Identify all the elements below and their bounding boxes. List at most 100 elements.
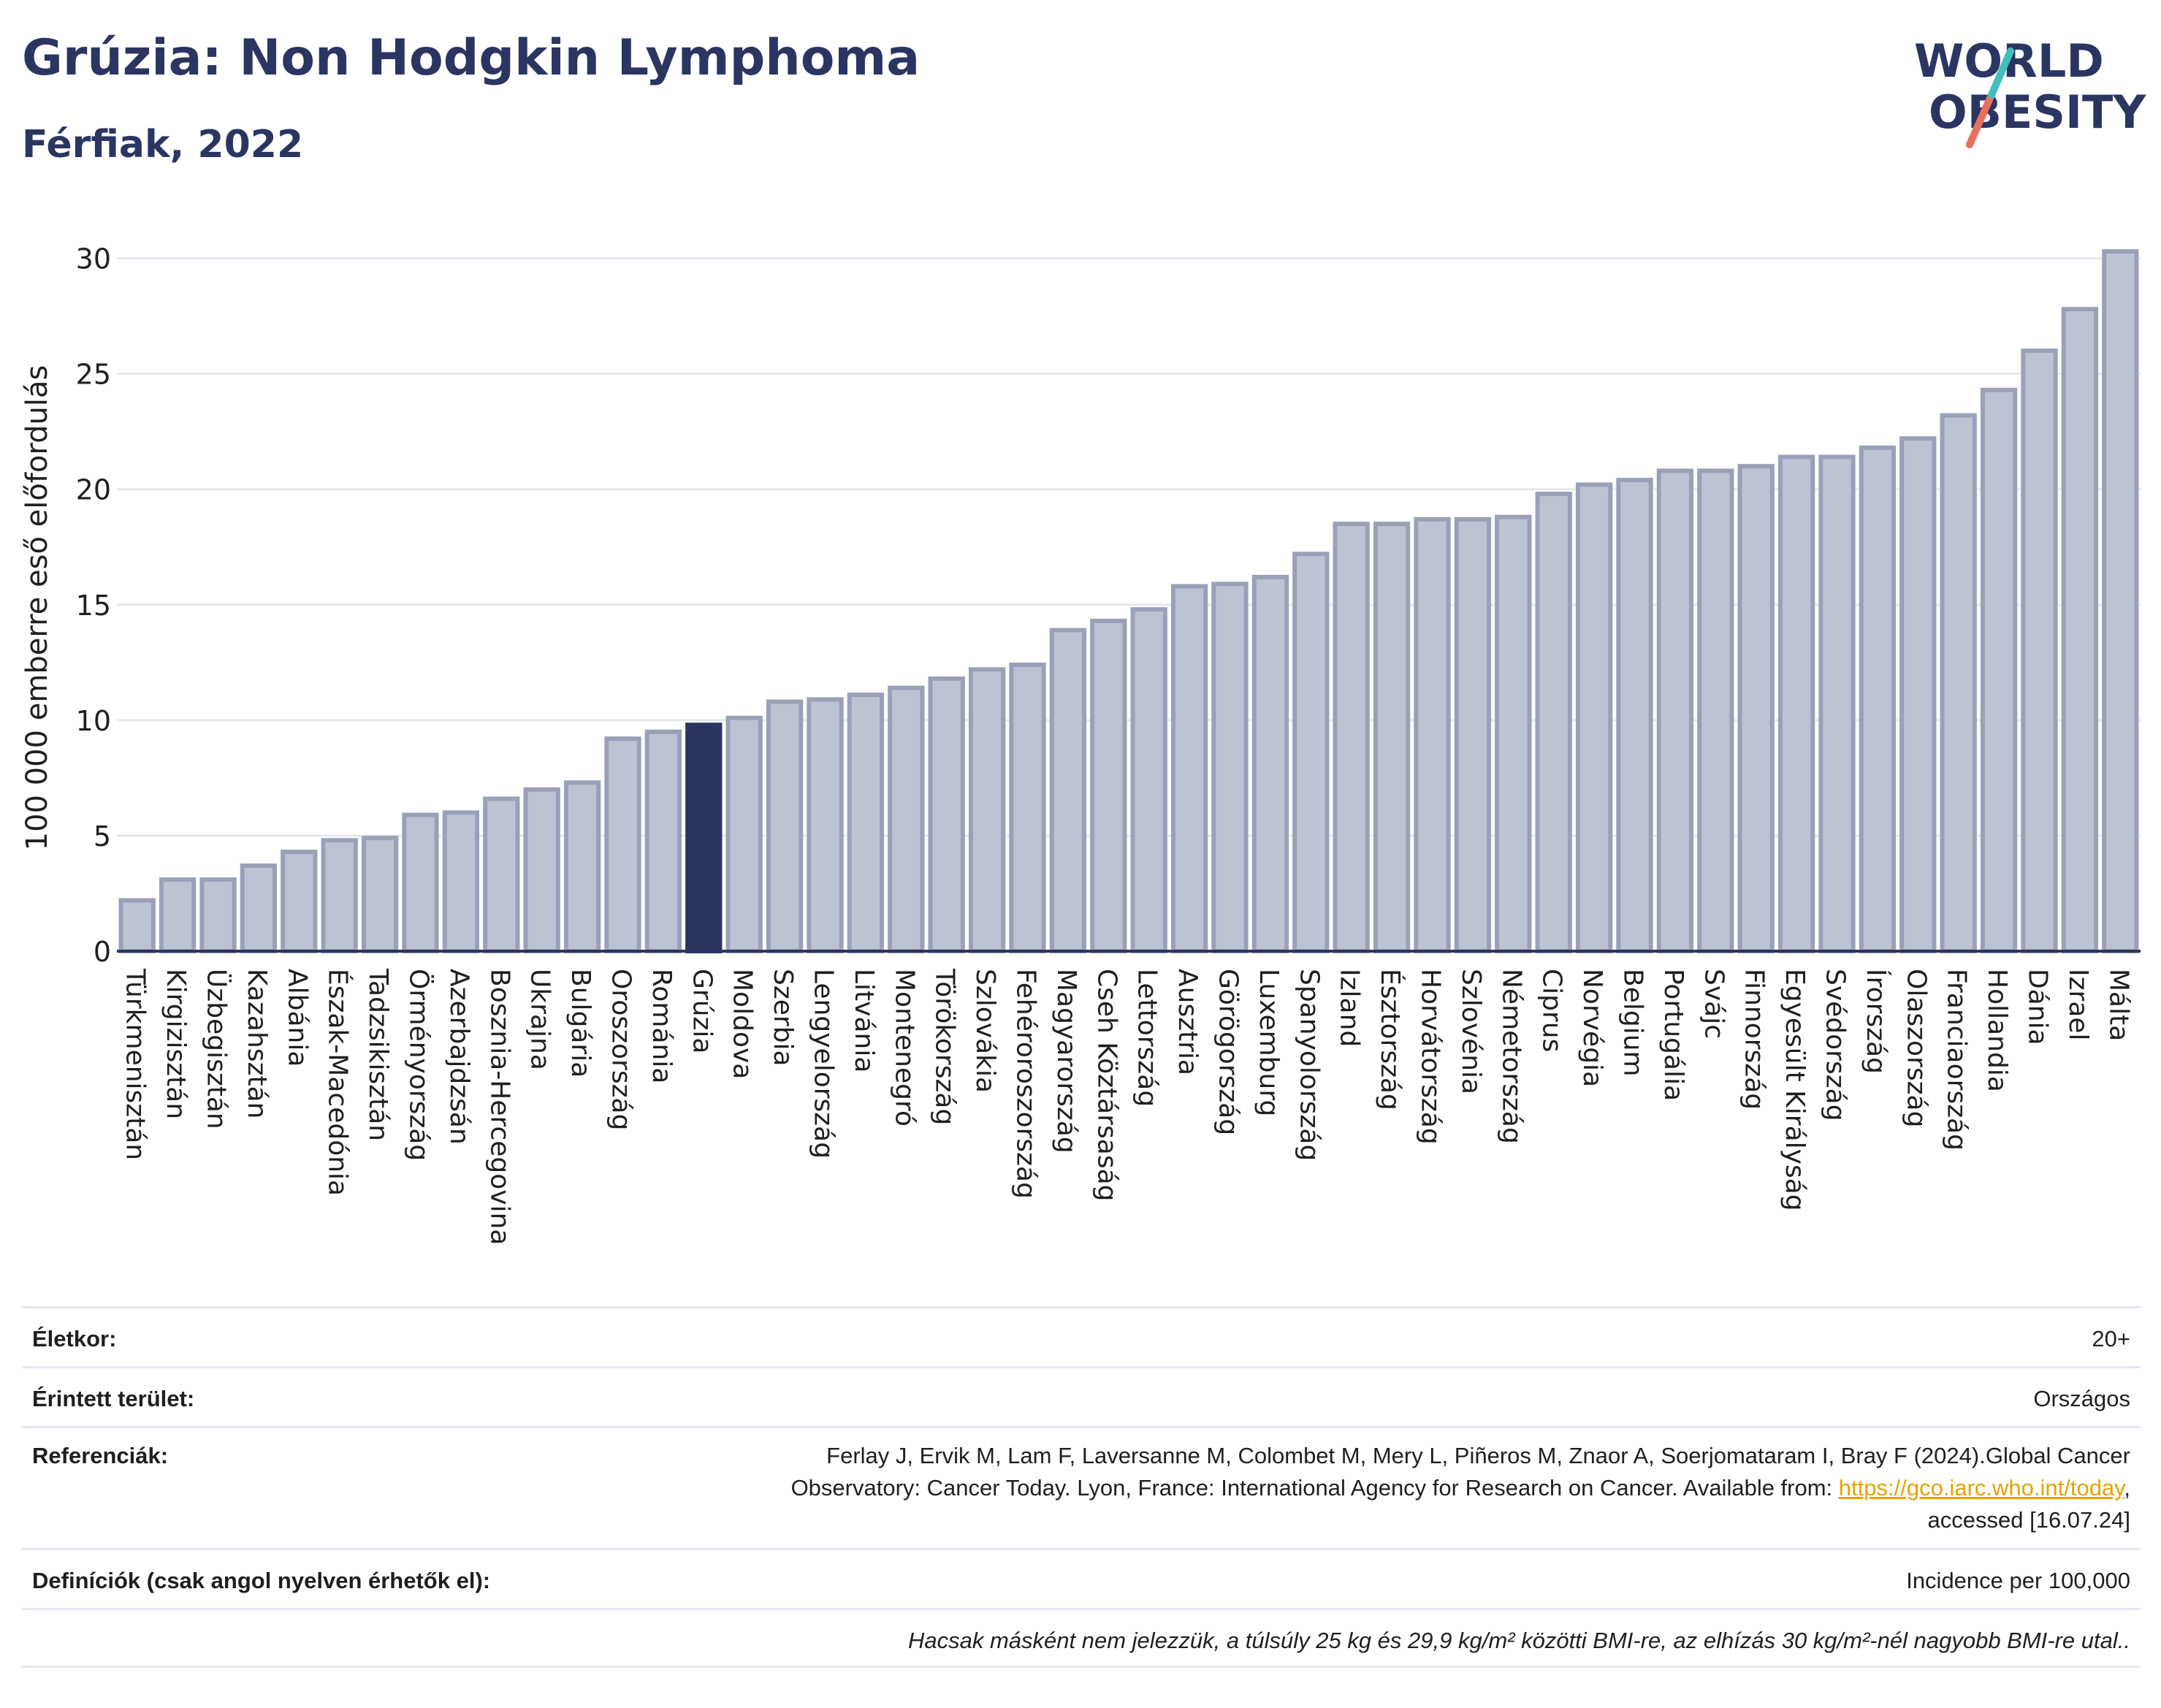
bar (1292, 552, 1330, 953)
x-tick-label: Észtország (1375, 969, 1406, 1110)
x-tick-label: Hollandia (1982, 969, 2012, 1092)
definitions-row: Definíciók (csak angol nyelven érhetők e… (22, 1548, 2141, 1608)
bar (402, 812, 439, 954)
bar (1130, 607, 1167, 953)
footnote-row: Hacsak másként nem jelezzük, a túlsúly 2… (22, 1608, 2141, 1668)
bar (847, 693, 885, 954)
area-row: Érintett terület: Országos (22, 1366, 2141, 1426)
area-value: Országos (2033, 1386, 2130, 1411)
x-tick-label: Ciprus (1537, 969, 1567, 1052)
bar (644, 729, 682, 953)
world-obesity-logo: WORLD OBESITY (1914, 34, 2146, 148)
bar (1777, 454, 1815, 953)
bar (604, 736, 641, 954)
y-tick-label: 10 (76, 705, 111, 737)
age-row: Életkor: 20+ (22, 1306, 2141, 1366)
bar (563, 780, 601, 954)
bar (1090, 618, 1127, 953)
x-tick-label: Törökország (930, 968, 960, 1125)
x-tick-label: Ausztria (1173, 969, 1203, 1075)
bar (1899, 436, 1937, 953)
logo-line2: OBESITY (1929, 85, 2146, 139)
page-subtitle: Férfiak, 2022 (22, 123, 304, 167)
bar (685, 723, 723, 953)
bar (1333, 522, 1370, 953)
x-tick-label: Szerbia (768, 969, 798, 1067)
y-tick-label: 0 (94, 936, 111, 968)
x-tick-label: Izland (1335, 969, 1365, 1047)
reference-line-2-end: , (2124, 1475, 2130, 1501)
bar (1535, 492, 1572, 953)
x-tick-label: Írország (1861, 969, 1891, 1074)
bar (1859, 445, 1897, 953)
x-tick-label: Magyarország (1051, 969, 1081, 1154)
bar (1373, 522, 1411, 953)
x-tick-label: Azerbajdzsán (444, 969, 474, 1145)
bar (118, 898, 156, 954)
bar (968, 667, 1006, 953)
bar (361, 836, 399, 954)
bar (1009, 663, 1046, 953)
x-tick-label: Grúzia (687, 969, 717, 1053)
x-tick-label: Kazahsztán (242, 969, 272, 1118)
bar (1170, 584, 1208, 953)
x-tick-label: Görögország (1213, 969, 1243, 1135)
x-tick-label: Szlovákia (970, 969, 1000, 1093)
x-tick-label: Lengyelország (809, 969, 839, 1159)
x-tick-label: Oroszország (606, 969, 636, 1130)
y-tick-label: 15 (76, 590, 111, 622)
bar (1211, 582, 1249, 954)
reference-line-3: accessed [16.07.24] (1927, 1507, 2130, 1533)
x-tick-labels: Türkmenisztán Kirgizisztán Üzbegisztán Kaza… (121, 968, 2134, 1245)
references-value: Ferlay J, Ervik M, Lam F, Laversanne M, … (791, 1440, 2130, 1536)
reference-link[interactable]: https://gco.iarc.who.int/today (1838, 1475, 2124, 1501)
bar (807, 697, 844, 954)
x-tick-label: Litvánia (849, 969, 879, 1072)
x-tick-label: Belgium (1618, 969, 1648, 1077)
bar (2061, 307, 2099, 953)
x-tick-label: Bulgária (565, 969, 595, 1078)
x-tick-label: Örményország (404, 969, 435, 1161)
bar (1697, 468, 1734, 953)
x-tick-label: Üzbegisztán (202, 969, 232, 1129)
definitions-label: Definíciók (csak angol nyelven érhetők e… (32, 1568, 491, 1593)
bar (1818, 454, 1856, 953)
x-tick-label: Franciaország (1942, 969, 1972, 1151)
x-tick-label: Lettország (1132, 969, 1162, 1107)
area-label: Érintett terület: (32, 1386, 195, 1411)
references-label: Referenciák: (32, 1443, 169, 1468)
x-tick-label: Németország (1496, 969, 1526, 1144)
bar (281, 850, 318, 954)
x-tick-label: Fehéroroszország (1011, 969, 1041, 1199)
y-tick-label: 20 (76, 474, 111, 506)
bar (766, 699, 804, 953)
x-tick-label: Szlovénia (1456, 969, 1486, 1094)
x-tick-label: Moldova (728, 969, 758, 1079)
bar (928, 676, 965, 953)
age-value: 20+ (2092, 1326, 2130, 1351)
x-tick-label: Ukrajna (525, 969, 555, 1070)
y-tick-label: 5 (94, 820, 111, 853)
x-tick-label: Norvégia (1577, 969, 1607, 1087)
x-tick-label: Svájc (1699, 969, 1729, 1039)
bar (442, 810, 480, 954)
x-tick-label: Spanyolország (1294, 969, 1324, 1161)
info-table: Életkor: 20+ Érintett terület: Országos … (22, 1306, 2141, 1668)
bar (1575, 482, 1613, 953)
bar (1495, 514, 1532, 953)
x-tick-label: Tadzsikisztán (363, 968, 393, 1141)
x-tick-label: Románia (647, 969, 676, 1083)
definitions-value: Incidence per 100,000 (1906, 1568, 2130, 1593)
reference-line-1: Ferlay J, Ervik M, Lam F, Laversanne M, … (826, 1443, 2130, 1468)
age-label: Életkor: (32, 1326, 117, 1351)
bar (888, 685, 925, 953)
x-tick-label: Horvátország (1416, 969, 1446, 1145)
y-tick-label: 25 (76, 359, 111, 391)
x-tick-label: Kirgizisztán (161, 969, 191, 1119)
x-tick-label: Málta (2103, 969, 2133, 1041)
x-tick-label: Egyesült Királyság (1780, 969, 1810, 1211)
bar (1616, 478, 1653, 953)
reference-line-2: Observatory: Cancer Today. Lyon, France:… (790, 1475, 1839, 1501)
bar (2102, 249, 2139, 953)
x-tick-label: Dánia (2023, 969, 2053, 1045)
